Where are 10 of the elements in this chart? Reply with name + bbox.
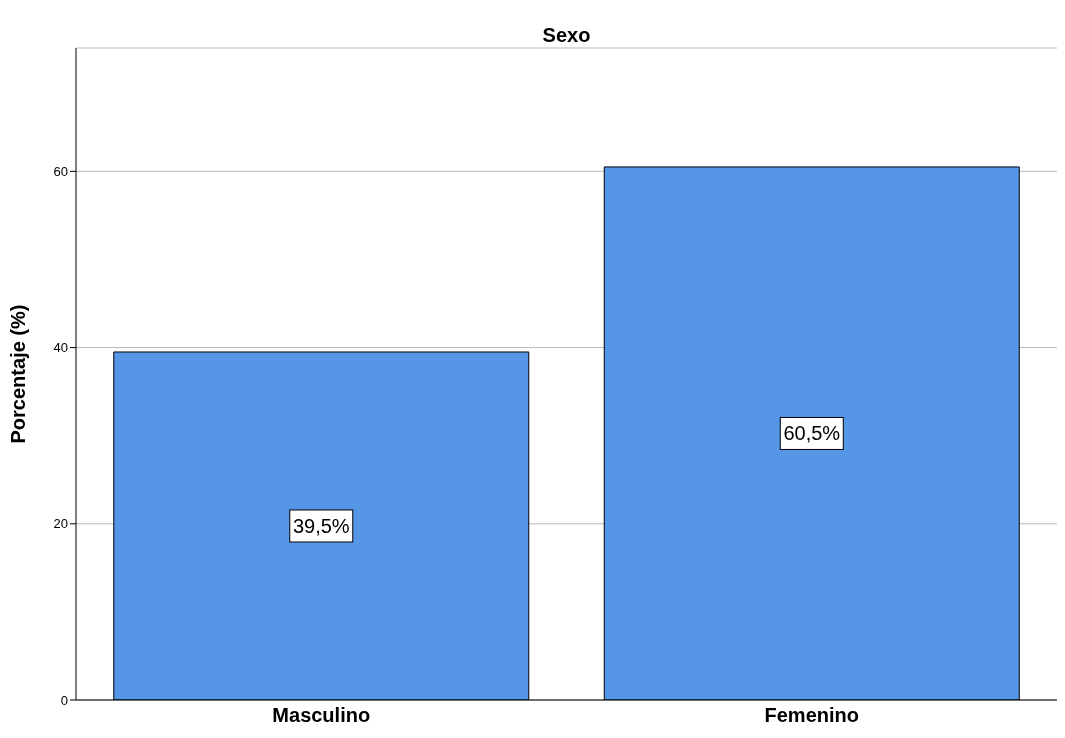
- chart-title: Sexo: [541, 24, 592, 47]
- data-label: 60,5%: [783, 422, 841, 445]
- y-axis-title: Porcentaje (%): [7, 304, 30, 444]
- data-label: 39,5%: [292, 514, 350, 537]
- y-tick-label: 20: [53, 516, 68, 532]
- x-tick-label: Femenino: [764, 704, 859, 727]
- y-tick-label: 40: [53, 340, 68, 356]
- y-tick-label: 60: [53, 163, 68, 179]
- y-tick-label: 0: [60, 692, 68, 708]
- x-tick-label: Masculino: [272, 704, 371, 727]
